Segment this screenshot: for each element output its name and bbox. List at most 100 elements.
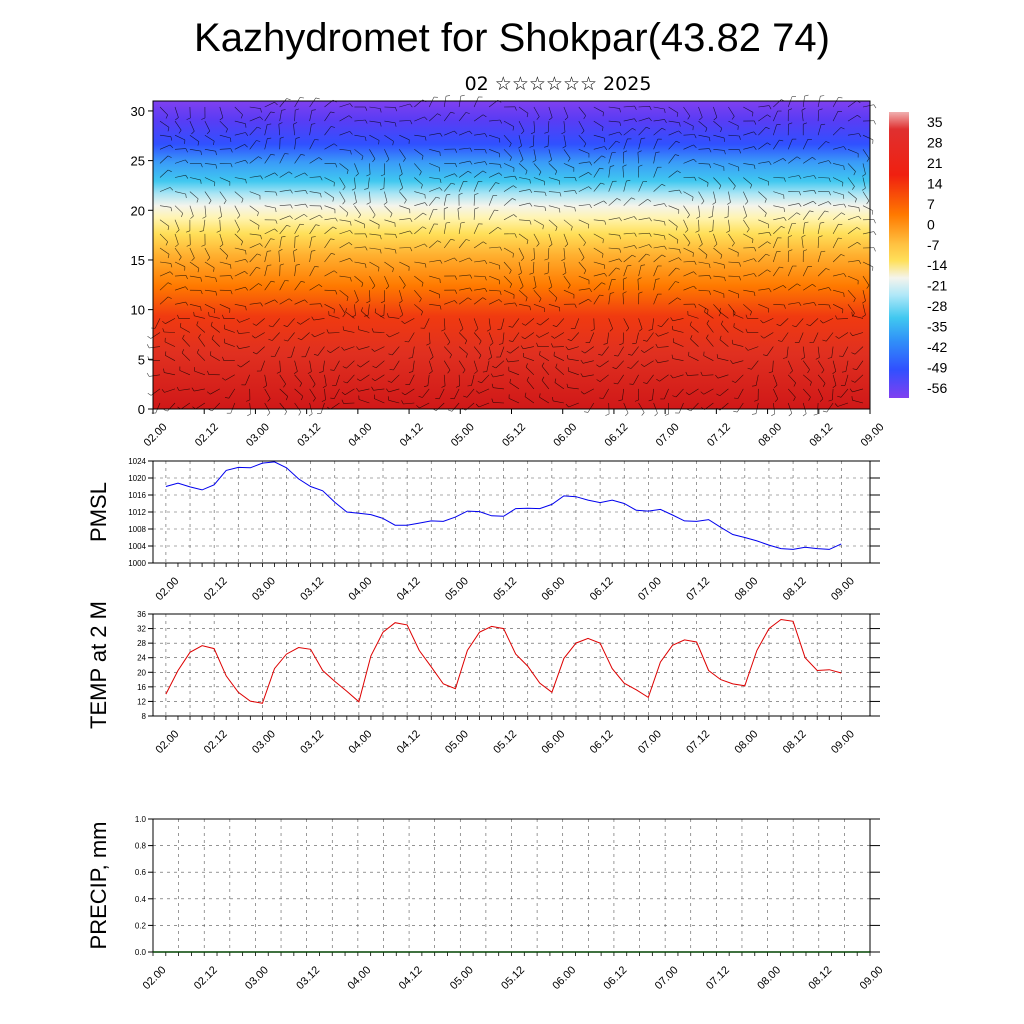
- wind-barb: [339, 103, 351, 108]
- wind-barb: [608, 217, 620, 221]
- wind-barb: [593, 146, 605, 150]
- wind-barb-flag: [342, 326, 344, 331]
- y-tick-label: 32: [137, 625, 146, 634]
- wind-barb: [358, 329, 370, 333]
- x-tick-label: 03.12: [294, 964, 322, 992]
- colorbar-label: 14: [927, 176, 943, 192]
- x-tick-label: 04.12: [398, 421, 426, 449]
- wind-barb-flag: [529, 179, 531, 184]
- wind-barb: [159, 282, 169, 291]
- wind-barb: [399, 261, 410, 268]
- wind-barb: [429, 289, 440, 295]
- wind-barb-flag: [706, 334, 709, 339]
- wind-barb: [743, 273, 755, 277]
- x-tick-label: 08.00: [756, 421, 784, 449]
- wind-barb: [713, 177, 722, 186]
- wind-barb-flag: [343, 381, 348, 384]
- wind-barb-flag: [200, 151, 202, 156]
- wind-barb: [563, 190, 575, 192]
- wind-barb: [818, 177, 830, 179]
- wind-barb-flag: [300, 281, 305, 283]
- wind-barb-flag: [230, 148, 233, 153]
- wind-barb: [773, 205, 785, 209]
- wind-barb-flag: [495, 182, 500, 184]
- wind-barb-flag: [278, 122, 283, 125]
- wind-barb: [234, 271, 245, 277]
- wind-barb: [644, 346, 654, 353]
- wind-barb: [773, 217, 785, 221]
- wind-barb-flag: [178, 256, 182, 261]
- wind-barb: [503, 289, 515, 295]
- wind-barb-flag: [208, 200, 212, 205]
- wind-barb-flag: [219, 244, 224, 248]
- wind-barb: [458, 181, 464, 192]
- wind-barb: [180, 402, 191, 410]
- wind-barb-flag: [424, 243, 428, 248]
- wind-barb-flag: [529, 145, 534, 148]
- wind-barb-flag: [245, 250, 247, 255]
- wind-barb: [369, 163, 371, 175]
- wind-barb: [758, 114, 768, 122]
- wind-barb-flag: [541, 362, 545, 367]
- wind-barb: [488, 227, 499, 235]
- wind-barb: [593, 318, 595, 330]
- wind-barb-flag: [299, 97, 305, 99]
- wind-barb-flag: [792, 325, 797, 328]
- wind-barb: [548, 106, 553, 118]
- wind-barb: [439, 388, 445, 399]
- wind-barb-flag: [835, 315, 838, 320]
- wind-barb: [802, 346, 805, 358]
- wind-barb: [758, 161, 770, 164]
- wind-barb: [159, 134, 171, 137]
- wind-barb: [174, 301, 186, 305]
- wind-barb: [374, 346, 385, 352]
- wind-barb-flag: [474, 370, 478, 374]
- wind-barb-flag: [356, 378, 361, 382]
- wind-barb: [314, 332, 325, 338]
- wind-barb-flag: [765, 126, 770, 130]
- wind-barb: [553, 400, 564, 404]
- wind-barb: [607, 332, 609, 344]
- wind-barb-flag: [191, 257, 195, 262]
- wind-barb-flag: [664, 413, 669, 416]
- wind-barb-flag: [479, 340, 482, 345]
- wind-barb-flag: [275, 207, 277, 213]
- x-tick-label: 08.00: [732, 575, 760, 603]
- wind-barb-flag: [399, 187, 403, 191]
- wind-barb-flag: [843, 292, 845, 297]
- wind-barb: [525, 318, 535, 326]
- wind-barb-flag: [820, 95, 825, 97]
- wind-barb: [668, 154, 676, 164]
- wind-barb-flag: [602, 253, 604, 258]
- y-tick-label: 1008: [128, 525, 146, 534]
- wind-barb-flag: [345, 308, 347, 312]
- wind-barb-flag: [200, 306, 202, 311]
- wind-barb: [547, 261, 550, 274]
- wind-barb: [249, 205, 259, 213]
- wind-barb: [653, 203, 665, 206]
- wind-barb: [159, 144, 171, 150]
- wind-barb: [414, 275, 424, 283]
- wind-barb-flag: [819, 398, 824, 402]
- wind-barb: [454, 388, 460, 399]
- wind-barb: [683, 271, 694, 277]
- wind-barb-flag: [802, 413, 807, 417]
- wind-barb: [683, 120, 694, 127]
- wind-barb: [713, 289, 724, 295]
- wind-barb-flag: [467, 297, 472, 301]
- wind-barb-flag: [365, 119, 368, 124]
- wind-barb: [249, 191, 261, 196]
- wind-barb-flag: [605, 413, 610, 416]
- wind-barb: [159, 169, 169, 178]
- wind-barb-flag: [646, 126, 651, 129]
- wind-barb-flag: [657, 325, 662, 328]
- wind-barb: [374, 312, 385, 319]
- wind-barb: [488, 332, 494, 343]
- wind-barb: [419, 402, 430, 409]
- wind-barb: [309, 266, 315, 277]
- wind-barb-flag: [548, 244, 553, 248]
- wind-barb-flag: [386, 158, 390, 163]
- wind-barb: [249, 402, 252, 414]
- x-tick-label: 02.12: [202, 728, 230, 756]
